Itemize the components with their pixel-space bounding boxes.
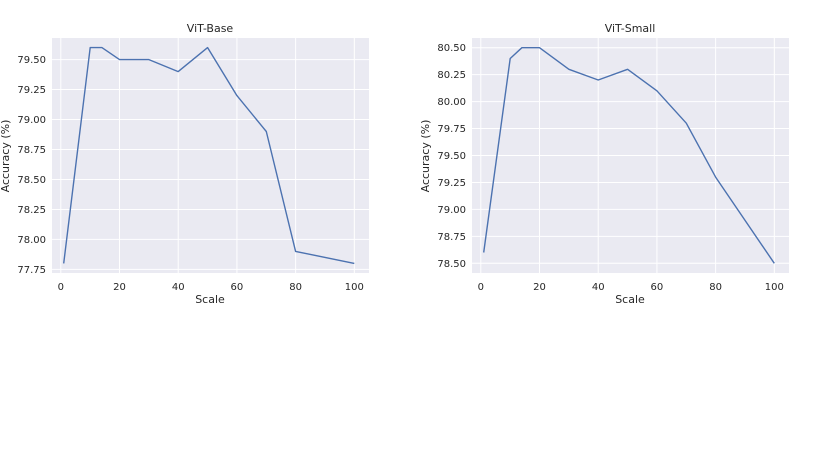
y-tick-label: 80.25 <box>437 70 466 81</box>
y-tick-label: 78.00 <box>17 235 46 246</box>
y-tick-label: 79.75 <box>437 124 466 135</box>
x-tick-label: 80 <box>709 282 722 293</box>
x-tick-label: 0 <box>478 282 484 293</box>
series-line <box>483 47 775 264</box>
x-tick-label: 20 <box>113 282 126 293</box>
y-tick-label: 79.50 <box>437 151 466 162</box>
chart-panel-vit-base: 0 20 40 60 80 100 77.75 78.00 78.25 78.50 78.75 79… <box>0 22 369 306</box>
chart-title: ViT-Small <box>605 22 656 35</box>
y-tick-labels: 78.50 78.75 79.00 79.25 79.50 79.75 80.00 80.25… <box>437 43 466 270</box>
x-axis-label: Scale <box>615 293 645 306</box>
y-tick-label: 78.50 <box>17 175 46 186</box>
x-tick-label: 40 <box>592 282 605 293</box>
y-tick-label: 79.50 <box>17 55 46 66</box>
y-tick-label: 78.75 <box>437 232 466 243</box>
y-axis-label: Accuracy (%) <box>419 120 432 193</box>
x-tick-label: 40 <box>172 282 185 293</box>
y-tick-label: 80.00 <box>437 97 466 108</box>
x-tick-label: 60 <box>231 282 244 293</box>
y-tick-label: 78.25 <box>17 205 46 216</box>
x-axis-label: Scale <box>195 293 225 306</box>
y-tick-label: 77.75 <box>17 265 46 276</box>
x-tick-label: 100 <box>345 282 364 293</box>
x-tick-labels: 0 20 40 60 80 100 <box>58 282 364 293</box>
y-tick-labels: 77.75 78.00 78.25 78.50 78.75 79.00 79.25 79.50 <box>17 55 46 276</box>
x-tick-label: 20 <box>533 282 546 293</box>
chart-title: ViT-Base <box>187 22 234 35</box>
y-tick-label: 79.25 <box>437 178 466 189</box>
y-tick-label: 79.25 <box>17 85 46 96</box>
series-line <box>63 46 355 265</box>
grid-lines <box>472 38 789 273</box>
x-tick-label: 80 <box>289 282 302 293</box>
y-tick-label: 80.50 <box>437 43 466 54</box>
y-tick-label: 79.00 <box>17 115 46 126</box>
chart-panel-vit-small: 0 20 40 60 80 100 78.50 78.75 79.00 79.25 79.50 79… <box>419 22 789 306</box>
x-tick-label: 100 <box>765 282 784 293</box>
y-tick-label: 79.00 <box>437 205 466 216</box>
grid-lines <box>52 38 369 273</box>
y-tick-label: 78.50 <box>437 259 466 270</box>
x-tick-label: 0 <box>58 282 64 293</box>
x-tick-labels: 0 20 40 60 80 100 <box>478 282 784 293</box>
plot-area-background <box>52 38 369 273</box>
x-tick-label: 60 <box>651 282 664 293</box>
y-tick-label: 78.75 <box>17 145 46 156</box>
y-axis-label: Accuracy (%) <box>0 120 12 193</box>
